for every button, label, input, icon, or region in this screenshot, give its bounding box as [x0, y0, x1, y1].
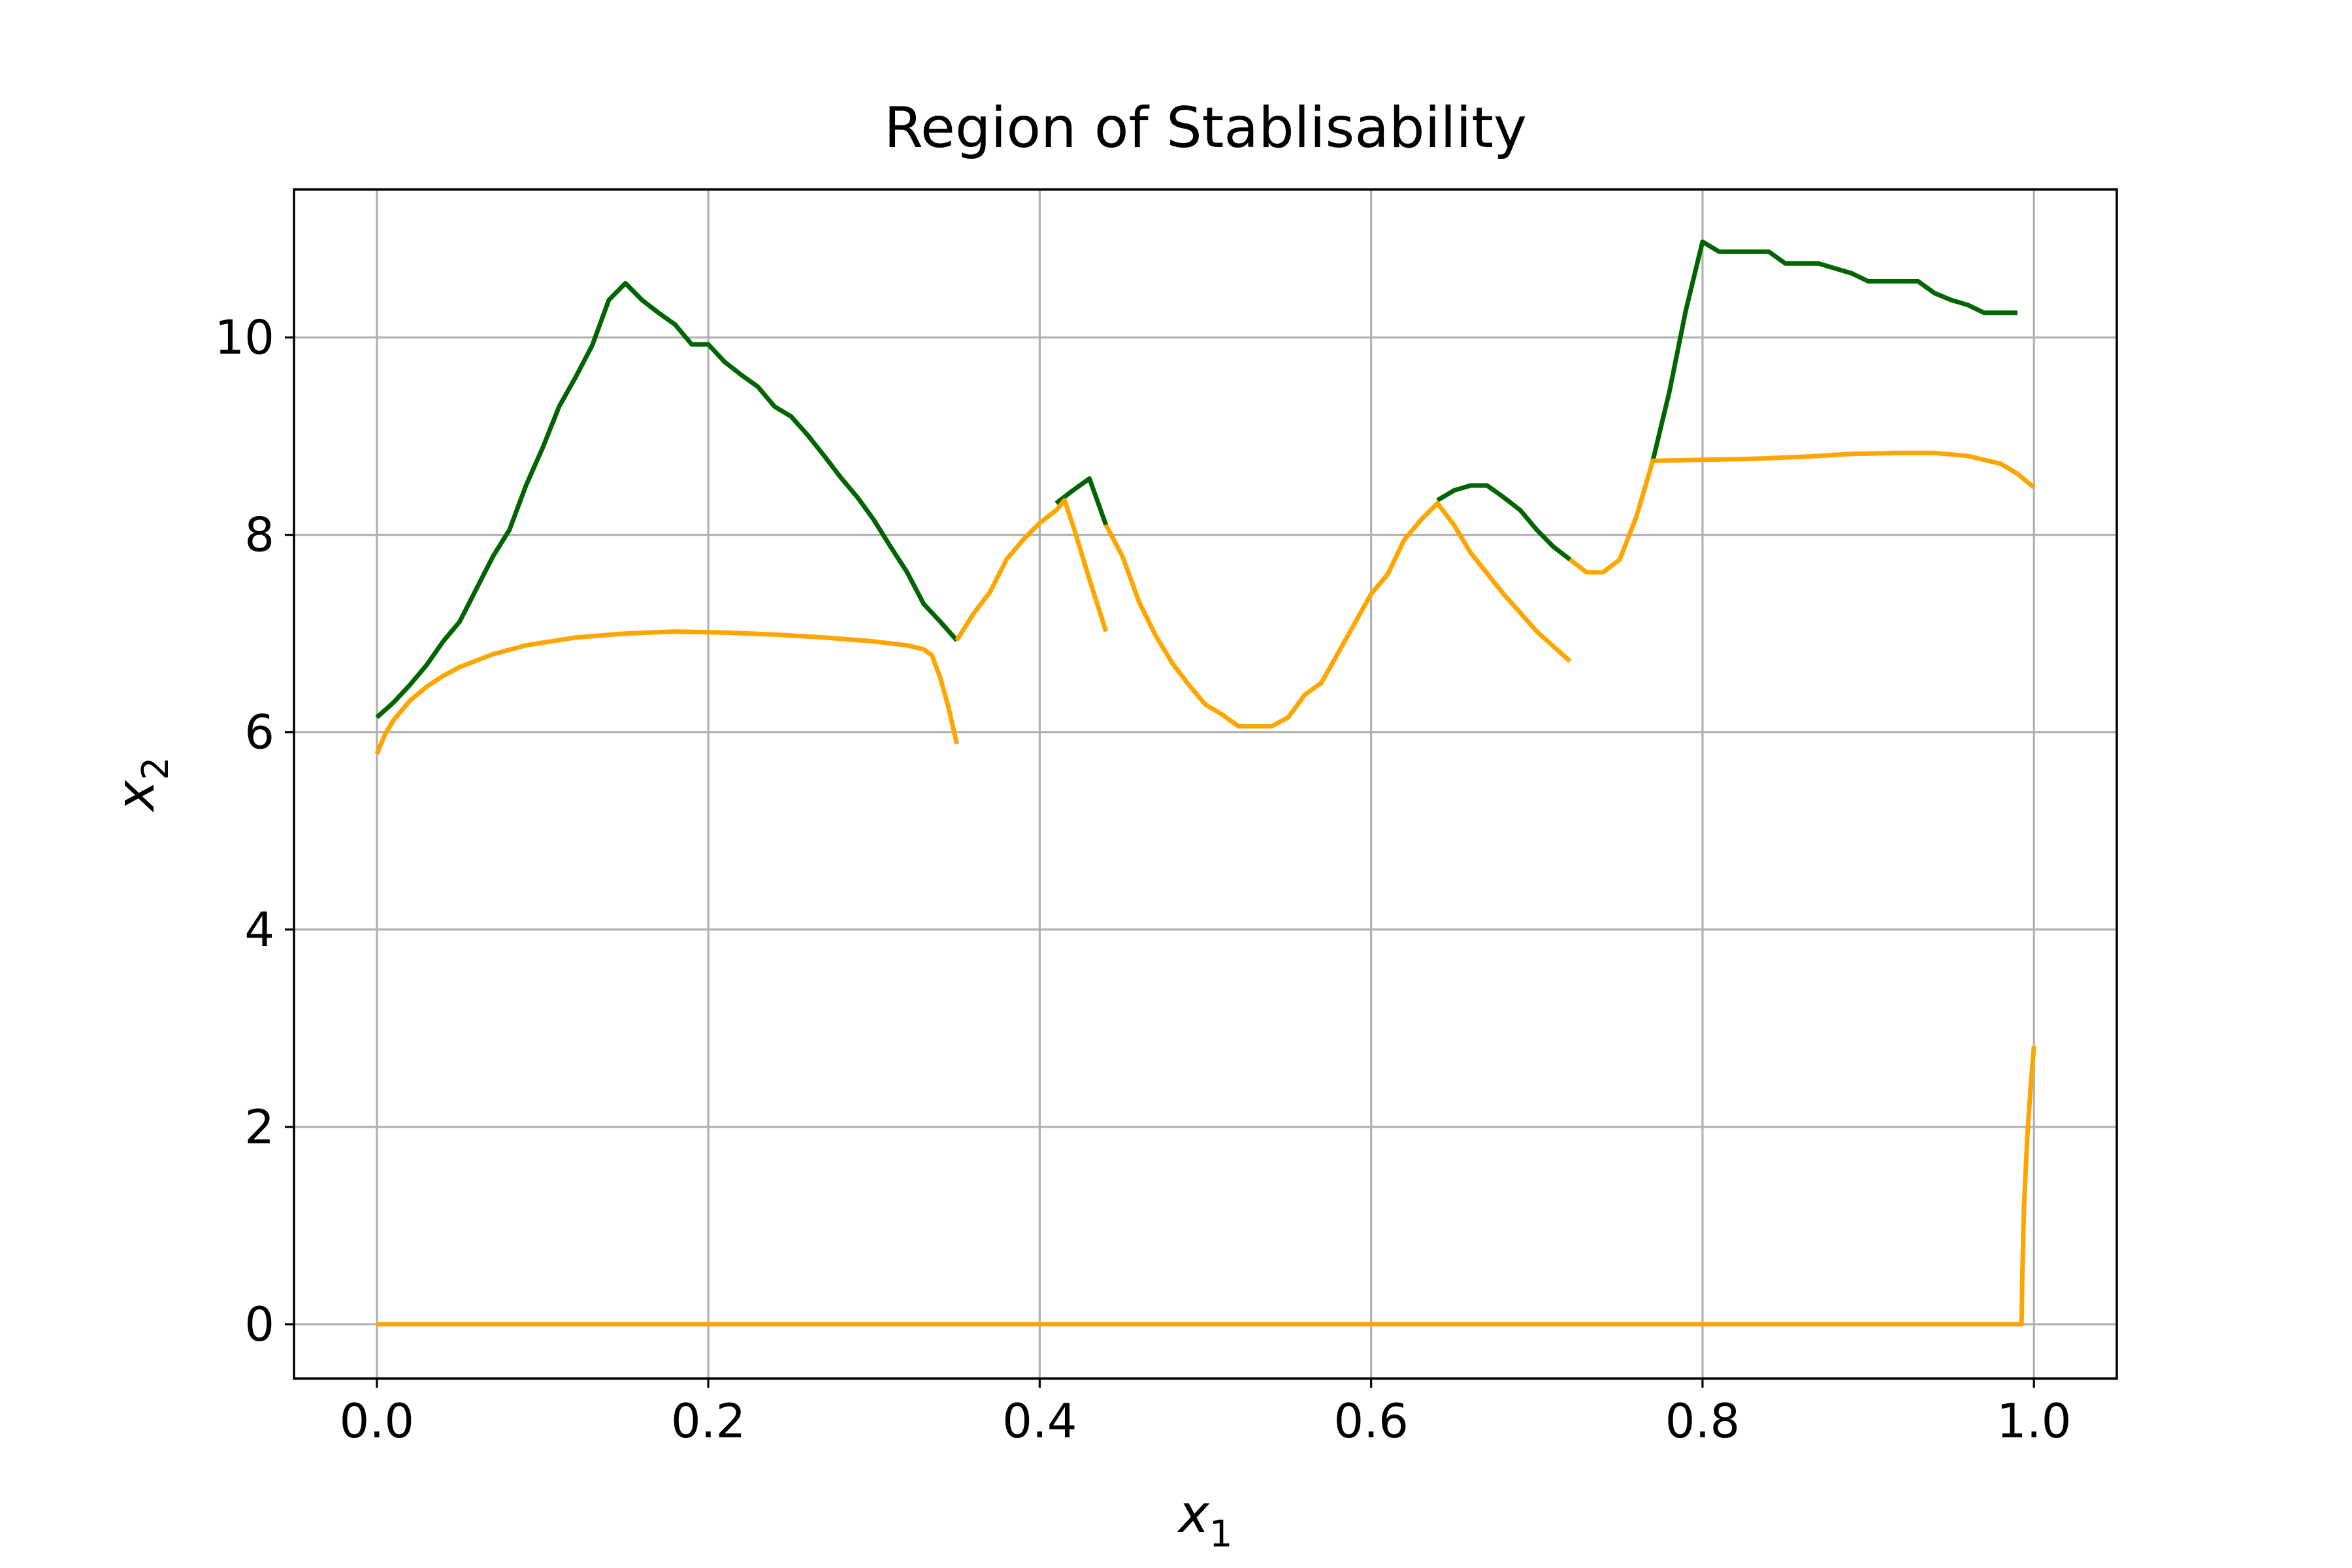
series-line-8: [1568, 450, 2036, 575]
x-tick-label: 0.2: [671, 1394, 746, 1448]
y-axis-label-base: x: [105, 779, 166, 813]
x-tick-label: 0.8: [1665, 1394, 1740, 1448]
series-line-2: [1054, 476, 1109, 526]
x-axis-label: x1: [1177, 1484, 1233, 1556]
series-line-1: [375, 281, 959, 719]
chart-title: Region of Stablisability: [884, 95, 1527, 161]
series-line-9: [376, 1045, 2036, 1327]
series-line-3: [1436, 483, 1572, 562]
plot-background: [294, 189, 2117, 1379]
y-tick-label: 8: [244, 508, 274, 563]
x-tick-label: 0.4: [1002, 1394, 1077, 1448]
series-line-4: [1650, 239, 2017, 462]
x-tick-label: 0.6: [1333, 1394, 1409, 1448]
y-axis-ticks: 0 2 4 6 8 10: [214, 310, 294, 1352]
y-axis-label-subscript: 2: [135, 757, 177, 781]
x-tick-label: 1.0: [1997, 1394, 2072, 1448]
grid-lines: [294, 189, 2117, 1379]
x-tick-label: 0.0: [340, 1394, 415, 1448]
y-tick-label: 4: [244, 902, 274, 957]
y-tick-label: 10: [214, 310, 274, 365]
y-tick-label: 6: [244, 705, 274, 760]
series-lines: [374, 239, 2036, 1327]
plot-frame: [293, 188, 2118, 1380]
y-tick-label: 2: [244, 1100, 274, 1154]
plot-area: 0.0 0.2 0.4 0.6 0.8 1.0 0 2 4 6 8 10: [214, 188, 2118, 1448]
x-axis-ticks: 0.0 0.2 0.4 0.6 0.8 1.0: [340, 1379, 2072, 1448]
series-line-5: [374, 629, 959, 755]
y-axis-label: x2: [105, 757, 177, 813]
series-line-7: [1103, 500, 1572, 729]
series-line-6: [955, 498, 1109, 642]
x-axis-label-base: x: [1177, 1484, 1211, 1544]
y-tick-label: 0: [244, 1297, 274, 1352]
x-axis-label-subscript: 1: [1209, 1513, 1233, 1556]
